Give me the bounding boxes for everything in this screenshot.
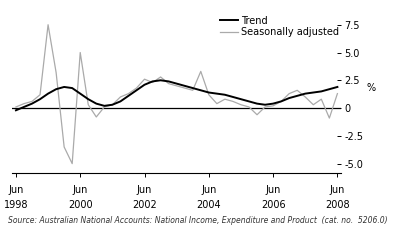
- Trend: [126, 94, 131, 97]
- Seasonally adjusted: [166, 82, 171, 85]
- Trend: [198, 89, 203, 92]
- Seasonally adjusted: [142, 78, 147, 81]
- Trend: [102, 104, 107, 107]
- Seasonally adjusted: [38, 93, 42, 96]
- Seasonally adjusted: [126, 92, 131, 95]
- Line: Trend: Trend: [16, 80, 337, 110]
- Seasonally adjusted: [30, 100, 35, 103]
- Seasonally adjusted: [190, 89, 195, 92]
- Trend: [118, 100, 123, 103]
- Trend: [263, 103, 268, 106]
- Seasonally adjusted: [247, 106, 251, 108]
- Seasonally adjusted: [54, 71, 58, 74]
- Seasonally adjusted: [239, 103, 243, 106]
- Seasonally adjusted: [222, 98, 227, 101]
- Trend: [21, 106, 26, 108]
- Seasonally adjusted: [271, 104, 276, 107]
- Trend: [70, 87, 75, 89]
- Seasonally adjusted: [311, 103, 316, 106]
- Trend: [174, 82, 179, 85]
- Trend: [158, 79, 163, 82]
- Seasonally adjusted: [150, 81, 155, 84]
- Trend: [190, 87, 195, 89]
- Trend: [46, 92, 50, 95]
- Trend: [110, 103, 115, 106]
- Trend: [222, 93, 227, 96]
- Trend: [311, 91, 316, 94]
- Seasonally adjusted: [335, 92, 340, 95]
- Line: Seasonally adjusted: Seasonally adjusted: [16, 25, 337, 164]
- Text: Jun: Jun: [8, 185, 23, 195]
- Seasonally adjusted: [231, 100, 235, 103]
- Trend: [78, 92, 83, 95]
- Seasonally adjusted: [158, 76, 163, 78]
- Seasonally adjusted: [198, 70, 203, 73]
- Seasonally adjusted: [62, 146, 67, 148]
- Seasonally adjusted: [319, 98, 324, 101]
- Trend: [166, 80, 171, 83]
- Seasonally adjusted: [13, 106, 18, 108]
- Seasonally adjusted: [254, 113, 259, 116]
- Seasonally adjusted: [263, 106, 268, 108]
- Text: 2002: 2002: [132, 200, 157, 210]
- Trend: [54, 88, 58, 91]
- Trend: [94, 102, 99, 105]
- Seasonally adjusted: [21, 102, 26, 105]
- Seasonally adjusted: [206, 93, 211, 96]
- Text: Jun: Jun: [266, 185, 281, 195]
- Trend: [134, 89, 139, 92]
- Seasonally adjusted: [287, 92, 291, 95]
- Text: Jun: Jun: [201, 185, 216, 195]
- Text: 2004: 2004: [197, 200, 221, 210]
- Text: Jun: Jun: [330, 185, 345, 195]
- Trend: [214, 92, 219, 95]
- Trend: [319, 90, 324, 93]
- Text: 2000: 2000: [68, 200, 93, 210]
- Text: Jun: Jun: [73, 185, 88, 195]
- Seasonally adjusted: [118, 96, 123, 98]
- Text: 2008: 2008: [325, 200, 350, 210]
- Trend: [327, 88, 332, 91]
- Trend: [62, 86, 67, 88]
- Trend: [150, 80, 155, 83]
- Seasonally adjusted: [295, 89, 300, 92]
- Trend: [287, 97, 291, 99]
- Text: 1998: 1998: [4, 200, 28, 210]
- Seasonally adjusted: [110, 103, 115, 106]
- Seasonally adjusted: [279, 100, 283, 103]
- Trend: [38, 98, 42, 101]
- Trend: [86, 98, 91, 101]
- Trend: [239, 98, 243, 101]
- Trend: [231, 96, 235, 98]
- Seasonally adjusted: [174, 84, 179, 87]
- Trend: [13, 109, 18, 112]
- Y-axis label: %: %: [367, 83, 376, 93]
- Seasonally adjusted: [327, 117, 332, 119]
- Trend: [271, 102, 276, 105]
- Seasonally adjusted: [78, 51, 83, 54]
- Seasonally adjusted: [102, 106, 107, 108]
- Seasonally adjusted: [94, 116, 99, 118]
- Seasonally adjusted: [70, 162, 75, 165]
- Trend: [30, 102, 35, 105]
- Trend: [295, 94, 300, 97]
- Trend: [279, 100, 283, 103]
- Text: 2006: 2006: [261, 200, 285, 210]
- Text: Source: Australian National Accounts: National Income, Expenditure and Product  : Source: Australian National Accounts: Na…: [8, 216, 387, 225]
- Seasonally adjusted: [134, 87, 139, 89]
- Seasonally adjusted: [303, 96, 308, 98]
- Trend: [335, 86, 340, 88]
- Trend: [142, 83, 147, 86]
- Legend: Trend, Seasonally adjusted: Trend, Seasonally adjusted: [219, 15, 341, 38]
- Trend: [247, 100, 251, 103]
- Trend: [254, 102, 259, 105]
- Seasonally adjusted: [214, 102, 219, 105]
- Seasonally adjusted: [86, 103, 91, 106]
- Trend: [182, 84, 187, 87]
- Seasonally adjusted: [182, 87, 187, 89]
- Text: Jun: Jun: [137, 185, 152, 195]
- Seasonally adjusted: [46, 23, 50, 26]
- Trend: [303, 92, 308, 95]
- Trend: [206, 91, 211, 94]
